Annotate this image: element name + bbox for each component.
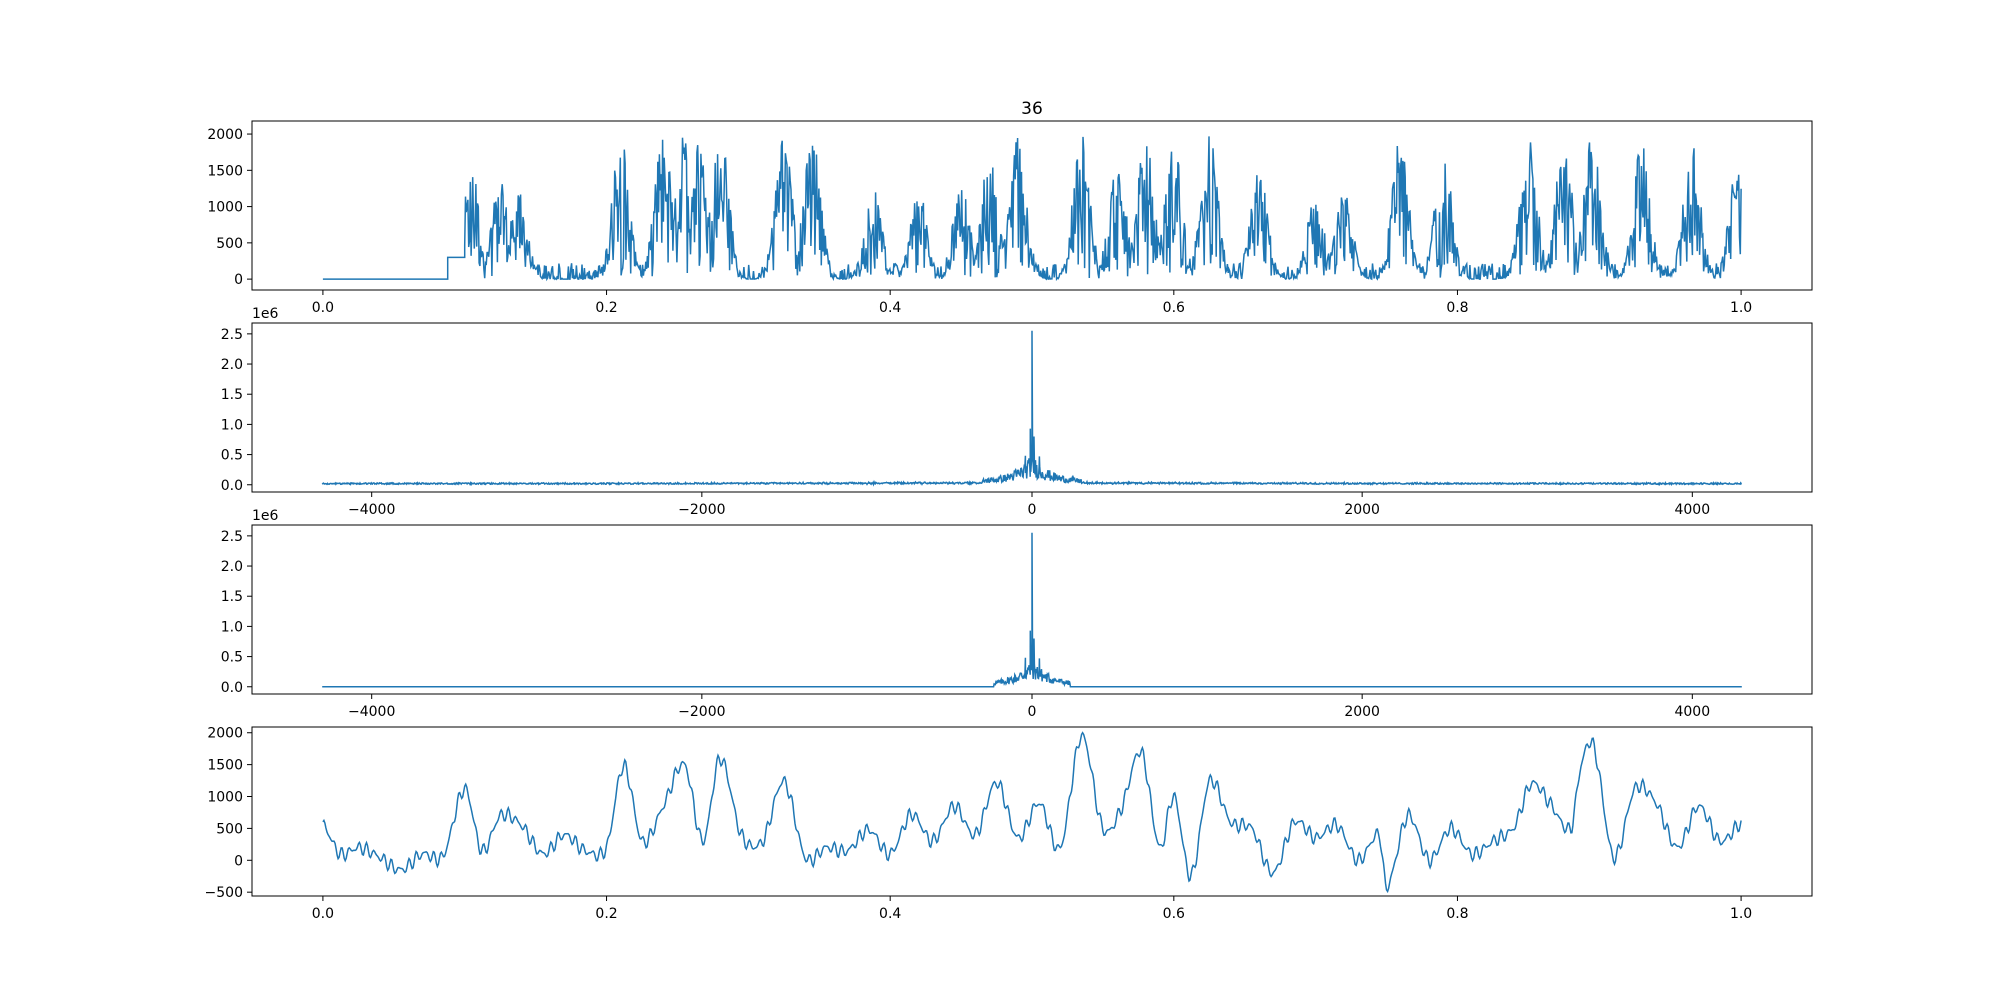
series-line — [322, 532, 1742, 688]
y-tick-label: 2.5 — [221, 529, 243, 545]
y-tick-label: 2000 — [207, 127, 243, 143]
x-tick-label: 0.4 — [879, 300, 901, 316]
y-tick-label: 1000 — [207, 790, 243, 806]
x-tick-label: 0.2 — [595, 906, 617, 922]
y-tick-label: 0.5 — [221, 448, 243, 464]
y-tick-label: 1.5 — [221, 589, 243, 605]
axes-frame — [251, 120, 1813, 291]
x-tick-label: −4000 — [348, 704, 395, 720]
x-tick-label: 0.6 — [1163, 300, 1185, 316]
series-line — [322, 731, 1742, 894]
y-tick-label: 1000 — [207, 200, 243, 216]
x-tick-label: 0.0 — [312, 906, 334, 922]
y-tick-label: 0 — [234, 853, 243, 869]
x-tick-label: 0 — [1028, 704, 1037, 720]
x-tick-label: 1.0 — [1730, 906, 1752, 922]
y-tick-label: 500 — [216, 236, 243, 252]
axes-frame — [251, 726, 1813, 897]
y-tick-label: 2.0 — [221, 559, 243, 575]
x-tick-label: −2000 — [678, 704, 725, 720]
spectrum-panel: −4000 −2000 0 2000 4000 0.0 0.5 1.0 1.5 2.0 2.5 1e6 — [221, 306, 1813, 518]
y-tick-label: 0 — [234, 272, 243, 288]
y-tick-label: 1.0 — [221, 619, 243, 635]
x-tick-label: 0.2 — [595, 300, 617, 316]
y-tick-label: −500 — [205, 885, 243, 901]
x-tick-label: −4000 — [348, 502, 395, 518]
y-tick-label: 1.5 — [221, 387, 243, 403]
x-tick-label: 0.6 — [1163, 906, 1185, 922]
series-line — [322, 136, 1742, 282]
x-tick-label: 2000 — [1344, 502, 1380, 518]
filtered-spectrum-panel: −4000 −2000 0 2000 4000 0.0 0.5 1.0 1.5 2.0 2.5 1e6 — [221, 508, 1813, 720]
y-offset-label: 1e6 — [252, 508, 279, 524]
y-tick-label: 1500 — [207, 758, 243, 774]
x-tick-label: 0.0 — [312, 300, 334, 316]
x-tick-label: 4000 — [1674, 704, 1710, 720]
y-tick-label: 2.0 — [221, 357, 243, 373]
axes: −4000 −2000 0 2000 4000 0.0 0.5 1.0 1.5 2.0 2.5 1e6 — [221, 508, 1710, 720]
y-tick-label: 1.0 — [221, 417, 243, 433]
x-tick-label: 0 — [1028, 502, 1037, 518]
series-line — [321, 330, 1742, 487]
x-tick-label: 0.8 — [1446, 906, 1468, 922]
axes: −4000 −2000 0 2000 4000 0.0 0.5 1.0 1.5 2.0 2.5 1e6 — [221, 306, 1710, 518]
x-tick-label: −2000 — [678, 502, 725, 518]
axes: 0.0 0.2 0.4 0.6 0.8 1.0 −500 0 500 1000 1500 2000 — [205, 726, 1753, 922]
y-tick-label: 0.5 — [221, 650, 243, 666]
y-tick-label: 1500 — [207, 163, 243, 179]
y-tick-label: 0.0 — [221, 680, 243, 696]
reconstructed-signal-panel: 0.0 0.2 0.4 0.6 0.8 1.0 −500 0 500 1000 1500 2000 — [205, 726, 1813, 922]
y-tick-label: 2.5 — [221, 327, 243, 343]
x-tick-label: 2000 — [1344, 704, 1380, 720]
y-offset-label: 1e6 — [252, 306, 279, 322]
y-tick-label: 0.0 — [221, 478, 243, 494]
x-tick-label: 0.4 — [879, 906, 901, 922]
time-signal-panel: 0.0 0.2 0.4 0.6 0.8 1.0 0 500 1000 1500 2000 — [207, 120, 1813, 316]
chart-title: 36 — [1021, 99, 1043, 119]
x-tick-label: 1.0 — [1730, 300, 1752, 316]
axes: 0.0 0.2 0.4 0.6 0.8 1.0 0 500 1000 1500 2000 — [207, 127, 1752, 316]
x-tick-label: 4000 — [1674, 502, 1710, 518]
x-tick-label: 0.8 — [1446, 300, 1468, 316]
y-tick-label: 2000 — [207, 726, 243, 742]
y-tick-label: 500 — [216, 821, 243, 837]
